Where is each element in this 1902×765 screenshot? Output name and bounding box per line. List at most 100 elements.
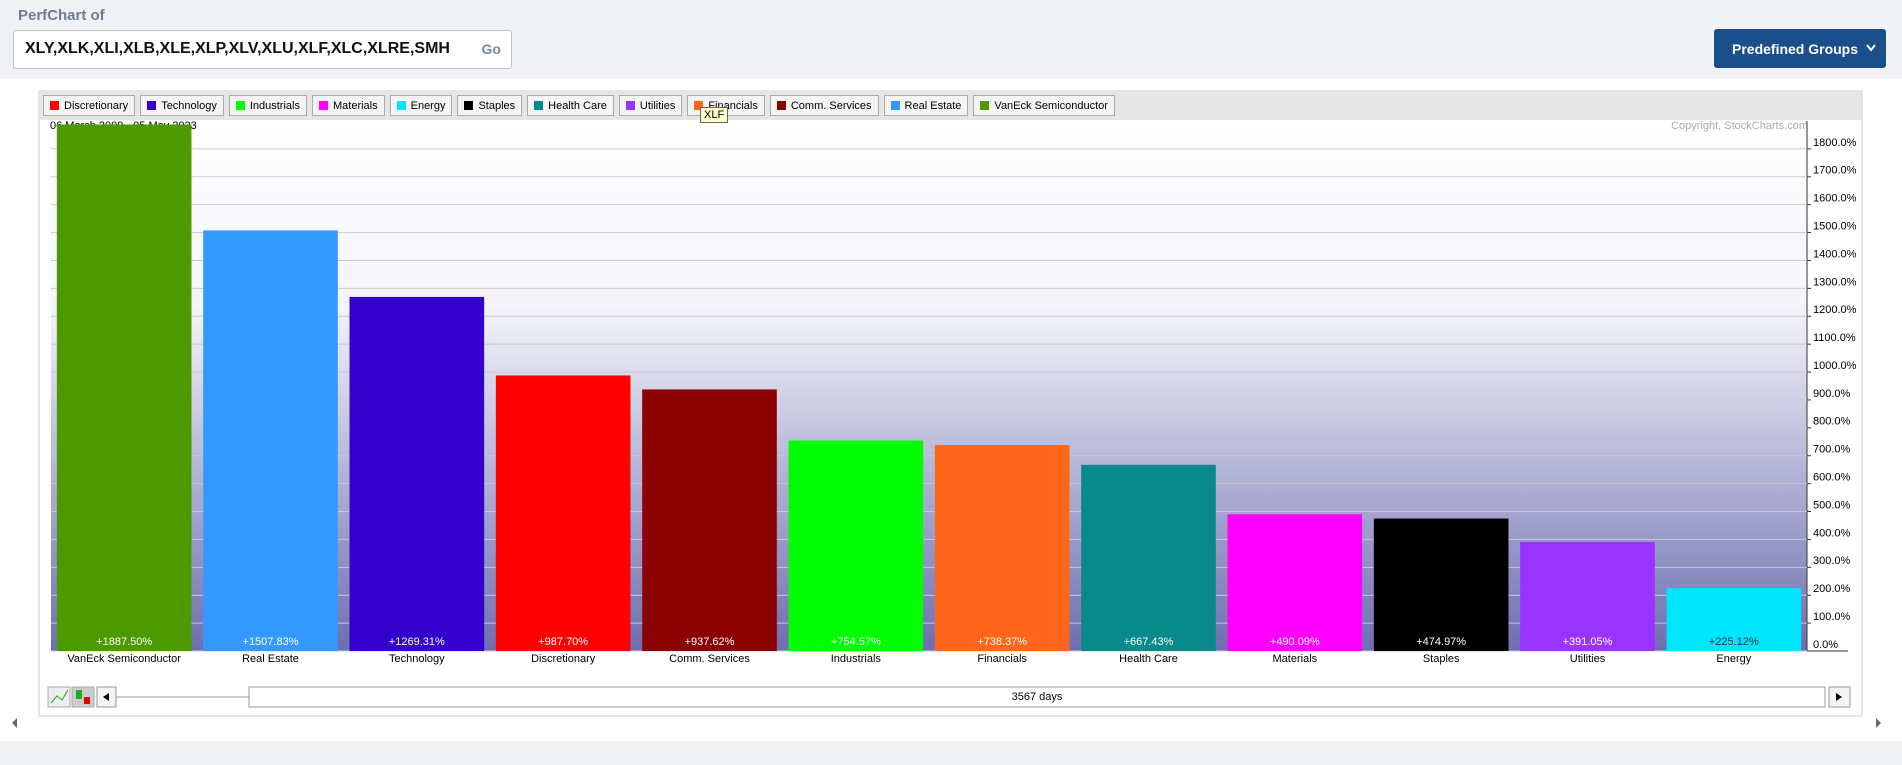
value-label: +738.37% [977, 636, 1027, 648]
legend-swatch [464, 101, 474, 110]
bar [642, 389, 777, 651]
legend-item[interactable]: Energy [389, 95, 453, 116]
x-tick-label: Health Care [1119, 653, 1178, 665]
legend-swatch [980, 101, 990, 110]
legend-swatch [534, 101, 544, 110]
legend-swatch [625, 101, 635, 110]
value-label: +667.43% [1124, 636, 1174, 648]
bar [495, 375, 631, 651]
legend-swatch [235, 101, 245, 110]
button-label: Predefined Groups [1732, 41, 1859, 57]
legend-item[interactable]: Materials [311, 95, 385, 116]
footer-bar [0, 741, 1902, 765]
x-tick-label: Staples [1423, 653, 1460, 665]
legend-label: Industrials [249, 99, 300, 112]
y-tick-label: 1100.0% [1813, 332, 1856, 344]
y-tick-label: 1200.0% [1813, 304, 1857, 316]
tooltip: XLF [700, 107, 729, 123]
y-tick-label: 0.0% [1813, 639, 1838, 651]
y-tick-label: 400.0% [1813, 527, 1851, 539]
legend-item[interactable]: Staples [457, 95, 523, 116]
legend-swatch [890, 101, 900, 110]
legend-swatch [50, 101, 59, 110]
bar-glyph [76, 690, 82, 699]
page-scroll-left[interactable] [12, 718, 17, 728]
legend-label: Energy [410, 99, 446, 112]
value-label: +1887.50% [96, 636, 152, 648]
bar [56, 124, 192, 652]
value-label: +490.09% [1270, 636, 1320, 648]
predefined-groups-button[interactable]: Predefined Groups [1714, 29, 1886, 68]
value-label: +474.97% [1416, 636, 1466, 648]
y-tick-label: 1700.0% [1813, 165, 1857, 177]
page-scroll-right[interactable] [1876, 718, 1881, 728]
y-tick-label: 900.0% [1813, 388, 1851, 400]
legend-label: Discretionary [64, 99, 129, 112]
bar-mode-icon[interactable] [71, 686, 95, 708]
perfchart-label: PerfChart of [18, 7, 105, 24]
y-tick-label: 100.0% [1813, 611, 1851, 623]
x-tick-label: Utilities [1570, 653, 1606, 665]
legend-swatch [776, 101, 786, 110]
bar [349, 296, 485, 651]
y-tick-label: 500.0% [1813, 499, 1851, 511]
y-tick-label: 800.0% [1813, 416, 1851, 428]
legend-label: VanEck Semiconductor [994, 99, 1108, 112]
legend-item[interactable]: Technology [140, 95, 224, 116]
bar [1666, 588, 1802, 651]
range-box[interactable] [248, 686, 1826, 708]
y-tick-label: 300.0% [1813, 555, 1851, 567]
legend-label: Technology [161, 99, 217, 112]
legend-item[interactable]: Health Care [527, 95, 614, 116]
plot-area [51, 121, 1807, 651]
symbols-input[interactable]: XLY,XLK,XLI,XLB,XLE,XLP,XLV,XLU,XLF,XLC,… [13, 30, 512, 69]
x-tick-label: Comm. Services [669, 653, 750, 665]
copyright: Copyright, StockCharts.com [1671, 120, 1808, 132]
legend-label: Materials [332, 99, 378, 112]
legend-label: Health Care [548, 99, 607, 112]
x-tick-label: Energy [1716, 653, 1751, 665]
value-label: +937.62% [685, 636, 735, 648]
bar [934, 445, 1070, 651]
arrow [103, 693, 109, 701]
legend-swatch [318, 101, 328, 110]
x-tick-label: Technology [389, 653, 445, 665]
legend-label: Comm. Services [790, 99, 872, 112]
y-tick-label: 200.0% [1813, 583, 1851, 595]
bar [1227, 514, 1363, 651]
bar [1373, 518, 1509, 651]
go-button[interactable]: Go [481, 41, 501, 57]
y-tick-label: 1500.0% [1813, 220, 1857, 232]
legend-item[interactable]: Utilities [618, 95, 683, 116]
y-tick-label: 1300.0% [1813, 276, 1857, 288]
line-glyph [50, 689, 69, 704]
legend: Discretionary Technology Industrials Materi… [43, 95, 1115, 116]
legend-swatch [396, 101, 406, 110]
duration: 3567 days [1012, 691, 1063, 703]
legend-item[interactable]: Discretionary [43, 95, 136, 116]
value-label: +225.12% [1709, 636, 1759, 648]
bar [788, 440, 924, 651]
x-tick-label: Real Estate [242, 653, 299, 665]
y-tick-label: 1000.0% [1813, 360, 1857, 372]
x-tick-label: VanEck Semiconductor [67, 653, 181, 665]
arrow [1836, 693, 1842, 701]
value-label: +754.57% [831, 636, 881, 648]
bar [1081, 464, 1216, 651]
value-label: +987.70% [538, 636, 588, 648]
x-tick-label: Materials [1273, 653, 1318, 665]
x-tick-label: Discretionary [531, 653, 596, 665]
legend-item[interactable]: Industrials [228, 95, 307, 116]
legend-label: Utilities [639, 99, 676, 112]
legend-item[interactable]: VanEck Semiconductor [973, 95, 1115, 116]
y-tick-label: 1600.0% [1813, 193, 1857, 205]
bar-glyph [84, 697, 90, 704]
legend-item[interactable]: Real Estate [883, 95, 969, 116]
x-tick-label: Industrials [831, 653, 882, 665]
y-tick-label: 1800.0% [1813, 137, 1857, 149]
x-tick-label: Financials [977, 653, 1027, 665]
legend-item[interactable]: Comm. Services [769, 95, 879, 116]
value-label: +1507.83% [243, 636, 299, 648]
bar [1520, 541, 1655, 651]
